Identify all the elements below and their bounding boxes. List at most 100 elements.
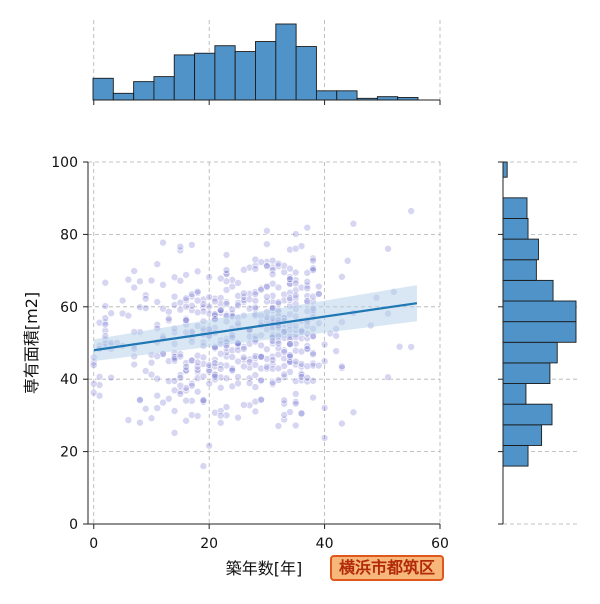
scatter-point (193, 351, 202, 360)
scatter-point (89, 388, 98, 397)
scatter-point (228, 346, 237, 355)
scatter-point (234, 301, 242, 310)
scatter-point (240, 345, 248, 353)
scatter-point (182, 384, 190, 392)
scatter-point (274, 262, 283, 271)
scatter-point (216, 373, 225, 382)
scatter-point (176, 242, 185, 251)
scatter-point (286, 275, 294, 284)
scatter-point (245, 263, 254, 272)
scatter-point (309, 254, 317, 263)
scatter-point (268, 380, 277, 389)
scatter-point (332, 347, 340, 355)
scatter-point (222, 251, 231, 259)
scatter-point (193, 287, 202, 296)
scatter-point (309, 393, 317, 402)
scatter-point (188, 292, 196, 301)
scatter-point (222, 286, 231, 294)
scatter-point (291, 230, 300, 238)
scatter-point (286, 264, 294, 273)
scatter-point (303, 281, 312, 290)
scatter-point (297, 372, 306, 381)
scatter-point (309, 350, 317, 359)
scatter-point (95, 318, 104, 327)
right-hist-bar (502, 238, 539, 261)
scatter-point (268, 291, 277, 300)
scatter-point (245, 379, 254, 387)
scatter-point (280, 411, 288, 419)
top-hist-bar (275, 23, 297, 101)
scatter-point (159, 398, 167, 407)
scatter-point (211, 297, 219, 306)
scatter-point (176, 390, 185, 398)
scatter-point (182, 296, 190, 305)
y-tick-label: 60 (60, 300, 78, 316)
scatter-point (309, 256, 317, 265)
scatter-point (291, 294, 300, 303)
right-hist-bar (502, 321, 577, 343)
scatter-point (303, 292, 312, 300)
scatter-point (343, 257, 352, 265)
scatter-point (309, 361, 317, 370)
scatter-point (251, 303, 260, 312)
top-hist-bar (153, 76, 175, 101)
scatter-point (251, 397, 260, 406)
scatter-point (216, 419, 225, 427)
scatter-point (193, 267, 202, 276)
scatter-point (286, 245, 294, 254)
scatter-point (240, 362, 248, 371)
scatter-point (268, 356, 277, 364)
top-hist-bar (255, 41, 277, 101)
scatter-point (193, 374, 202, 383)
scatter-point (188, 356, 196, 365)
scatter-point (182, 416, 190, 425)
scatter-point (280, 296, 288, 305)
scatter-point (228, 305, 237, 314)
scatter-point (320, 404, 329, 412)
scatter-point (263, 297, 271, 306)
scatter-point (338, 364, 346, 372)
scatter-point (234, 279, 242, 287)
scatter-point (286, 352, 294, 361)
scatter-point (176, 276, 185, 285)
scatter-point (349, 408, 358, 417)
scatter-point (384, 373, 392, 381)
scatter-point (291, 399, 300, 408)
scatter-point (268, 256, 277, 265)
scatter-point (303, 284, 312, 293)
scatter-point (222, 266, 231, 274)
scatter-point (280, 290, 288, 299)
scatter-point (170, 292, 179, 301)
scatter-point (320, 434, 329, 442)
scatter-point (188, 306, 196, 314)
right-histogram (502, 161, 577, 467)
scatter-point (240, 401, 248, 409)
scatter-point (95, 391, 104, 400)
scatter-point (268, 298, 277, 306)
scatter-point (228, 364, 237, 373)
scatter-point (234, 346, 242, 354)
top-hist-bar (194, 52, 216, 101)
scatter-point (303, 269, 312, 277)
scatter-point (136, 303, 144, 311)
y-axis-title: 専有面積[m2] (22, 292, 41, 394)
scatter-point (199, 372, 208, 381)
scatter-point (297, 370, 306, 379)
y-tick-label: 40 (60, 372, 78, 388)
scatter-point (205, 273, 213, 282)
scatter-point (286, 279, 294, 288)
scatter-point (222, 300, 231, 308)
scatter-point (395, 342, 404, 351)
scatter-point (199, 398, 208, 406)
scatter-point (297, 360, 306, 368)
scatter-point (147, 276, 156, 285)
scatter-point (216, 308, 225, 317)
scatter-point (268, 266, 277, 274)
right-hist-bar (502, 197, 528, 219)
scatter-point (107, 373, 115, 382)
scatter-point (211, 359, 219, 368)
scatter-point (211, 372, 219, 381)
scatter-point (193, 412, 202, 420)
scatter-point (199, 353, 208, 362)
scatter-point (164, 357, 173, 365)
